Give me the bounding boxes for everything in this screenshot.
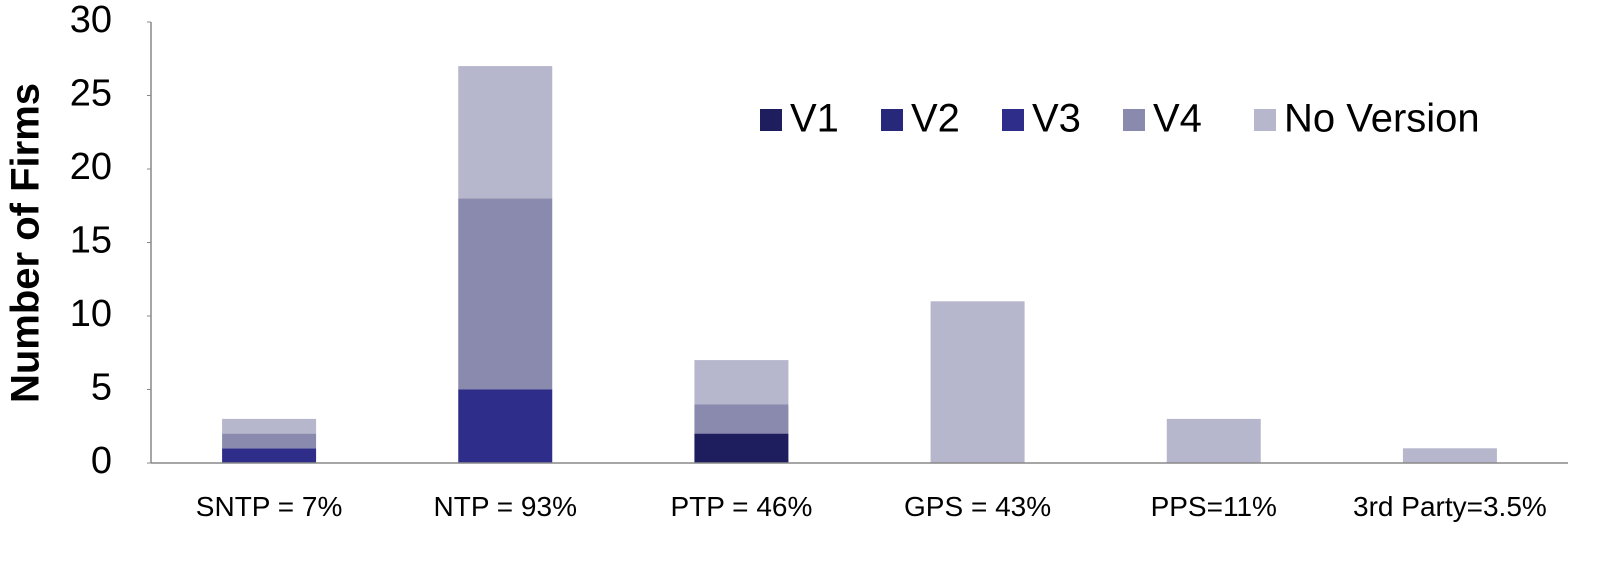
bar-segment — [694, 433, 789, 463]
bar-segment — [694, 360, 789, 405]
x-tick-label: 3rd Party=3.5% — [1353, 491, 1547, 522]
bar-segment — [930, 301, 1025, 463]
y-axis-title: Number of Firms — [4, 83, 48, 403]
x-tick-label: PPS=11% — [1150, 491, 1277, 522]
legend-label: V3 — [1032, 97, 1081, 141]
bar-segment — [458, 66, 553, 199]
y-tick-label: 5 — [91, 367, 112, 409]
legend-swatch — [1123, 109, 1145, 131]
y-tick-label: 15 — [70, 220, 112, 262]
legend-label: V1 — [790, 97, 839, 141]
x-tick-label: GPS = 43% — [904, 491, 1052, 522]
bar-segment — [458, 389, 553, 463]
y-tick-label: 25 — [70, 73, 112, 115]
legend-swatch — [1254, 109, 1276, 131]
bar-segment — [694, 404, 789, 434]
y-tick-label: 0 — [91, 440, 112, 482]
bar-segment — [222, 448, 317, 463]
bar-segment — [222, 433, 317, 449]
legend-label: V2 — [911, 97, 960, 141]
bar-segment — [222, 418, 317, 434]
bar-segment — [1402, 448, 1497, 463]
legend-label: No Version — [1284, 97, 1480, 141]
x-tick-label: PTP = 46% — [670, 491, 813, 522]
x-tick-label: SNTP = 7% — [195, 491, 343, 522]
x-tick-label: NTP = 93% — [433, 491, 577, 522]
legend-swatch — [1002, 109, 1024, 131]
y-tick-label: 20 — [70, 146, 112, 188]
legend-swatch — [760, 109, 782, 131]
y-tick-label: 10 — [70, 293, 112, 335]
y-tick-label: 30 — [70, 0, 112, 41]
legend-label: V4 — [1153, 97, 1202, 141]
bar-segment — [458, 198, 553, 390]
bar-segment — [1166, 418, 1261, 463]
legend-swatch — [881, 109, 903, 131]
